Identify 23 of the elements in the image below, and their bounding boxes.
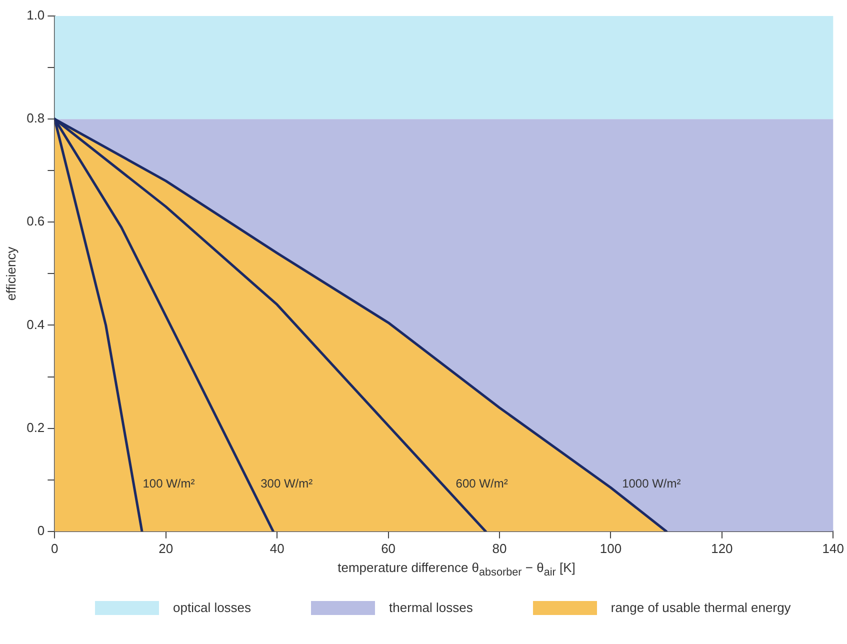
- x-tick-label: 120: [711, 540, 733, 556]
- annotation: 100 W/m²: [142, 476, 195, 490]
- x-tick-label: 0: [51, 540, 58, 556]
- y-tick-label: 1.0: [26, 8, 45, 23]
- annotation: 600 W/m²: [456, 476, 508, 490]
- annotation: 1000 W/m²: [622, 476, 681, 490]
- legend-label: thermal losses: [389, 600, 473, 615]
- x-tick-label: 60: [381, 540, 396, 556]
- y-tick-label: 0: [37, 522, 45, 538]
- x-tick-label: 20: [158, 540, 174, 556]
- legend-label: range of usable thermal energy: [610, 600, 791, 615]
- y-tick-label: 0.4: [26, 316, 45, 332]
- y-tick-label: 0.2: [26, 420, 45, 435]
- y-tick-label: 0.8: [26, 110, 45, 126]
- x-tick-label: 80: [492, 540, 507, 556]
- annotation: 300 W/m²: [260, 476, 313, 490]
- x-axis-title: temperature difference θ$_{absorber}$ − θ$_{air}$ [K]: [336, 560, 576, 579]
- x-tick-label: 140: [822, 540, 844, 556]
- y-tick-label: 0.6: [26, 214, 45, 229]
- legend-label: optical losses: [173, 600, 252, 615]
- y-axis-title: efficiency: [3, 246, 18, 301]
- x-tick-label: 40: [270, 540, 284, 556]
- x-tick-label: 100: [600, 540, 622, 556]
